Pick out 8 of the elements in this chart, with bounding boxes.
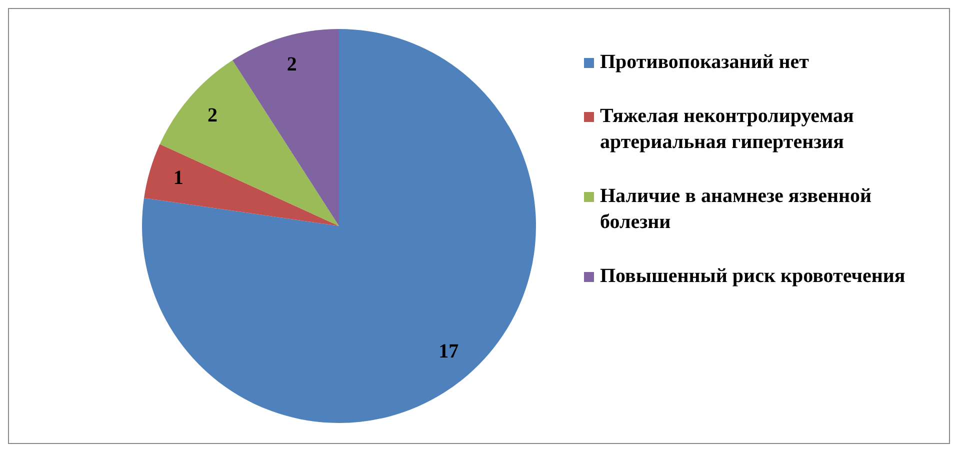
data-label: 2: [286, 54, 297, 76]
legend-label: Наличие в анамнезе язвенной болезни: [600, 184, 873, 235]
data-label: 1: [173, 166, 184, 189]
legend-label: Повышенный риск кровотечения: [600, 264, 906, 289]
legend-label: Противопоказаний нет: [600, 50, 810, 75]
data-label: 2: [207, 104, 218, 127]
legend-label: Тяжелая неконтролируемая артериальная гипертензия: [600, 104, 855, 155]
data-label: 17: [438, 340, 459, 363]
